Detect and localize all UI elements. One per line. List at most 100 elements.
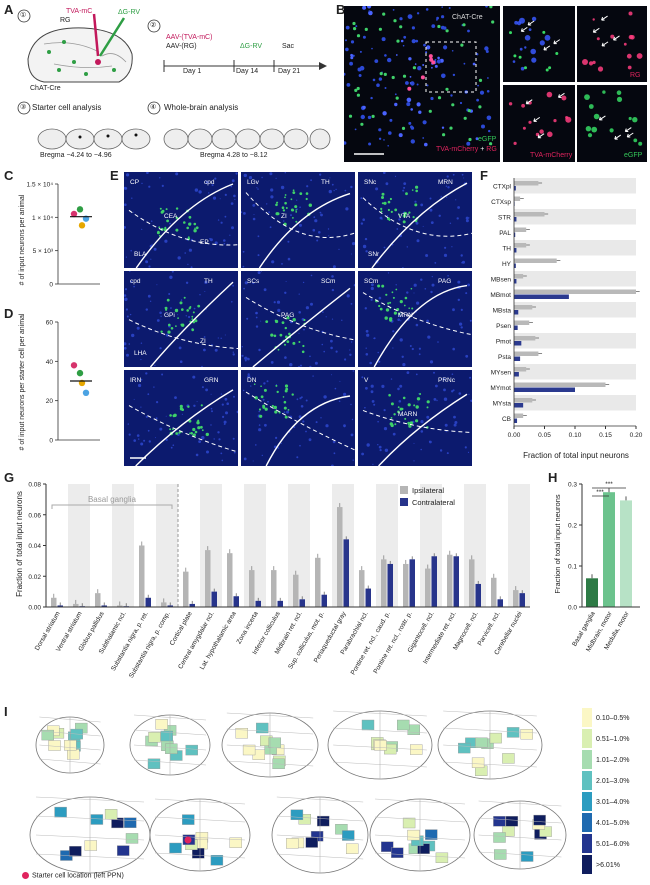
category-label: MBsta xyxy=(493,307,512,314)
step-2: ② xyxy=(150,22,157,29)
region-fill xyxy=(125,833,139,844)
panel-b-sub-merge xyxy=(503,6,575,82)
region-fill xyxy=(471,757,485,768)
legend-label: >6.01% xyxy=(596,862,620,869)
bar-contralateral xyxy=(453,556,459,607)
starter-location-note: Starter cell location (left PPN) xyxy=(22,872,124,879)
region-label: EP xyxy=(200,239,209,246)
atlas-section xyxy=(29,796,151,874)
region-fill xyxy=(165,743,178,754)
region-fill xyxy=(268,737,281,748)
region-fill xyxy=(66,749,80,760)
y-tick-label: 0.04 xyxy=(28,543,41,550)
starter-marker xyxy=(184,836,192,844)
legend-tva: TVA-mCherry + RG xyxy=(436,146,497,153)
y-tick-label: 40 xyxy=(46,359,54,366)
region-fill xyxy=(317,815,330,827)
region-label: DN xyxy=(247,377,257,384)
category-label: Zona incerta xyxy=(236,610,260,645)
mouse-line-label: ChAT-Cre xyxy=(30,85,61,92)
region-fill xyxy=(160,730,174,742)
region-fill xyxy=(182,814,195,825)
bar-contralateral xyxy=(475,583,481,607)
whole-bregma: Bregma 4.28 to −8.12 xyxy=(200,152,268,159)
atlas-section xyxy=(221,712,319,778)
arrow-marker xyxy=(601,15,608,21)
bar-ipsilateral xyxy=(491,577,497,607)
bar-ipsilateral xyxy=(359,570,365,607)
category-label: MBsen xyxy=(491,276,512,283)
panel-f-chart: Fraction of total input neurons CTXpl CTX… xyxy=(490,178,643,460)
bar-contralateral xyxy=(514,403,524,408)
col-band xyxy=(68,484,90,607)
region-fill xyxy=(185,744,198,756)
inj1-label-a: AAV-(TVA-mC) xyxy=(166,34,213,41)
category-label: Cortical plate xyxy=(169,610,194,647)
bar-contralateral xyxy=(514,263,516,268)
bar-ipsilateral xyxy=(293,574,299,607)
bar-ipsilateral xyxy=(514,258,557,263)
day1-label: Day 1 xyxy=(183,68,202,75)
bar-ipsilateral xyxy=(161,602,167,607)
bar-ipsilateral xyxy=(403,563,409,607)
y-tick-label: 0.02 xyxy=(28,574,41,581)
sub-egfp-label: eGFP xyxy=(624,152,643,159)
bar-contralateral xyxy=(299,599,305,607)
panel-c-ylabel: # of input neurons per animal xyxy=(19,194,26,285)
region-boundary xyxy=(265,395,351,466)
histology-tile: IRN GRN xyxy=(124,370,238,466)
legend-label: 0.10–0.5% xyxy=(596,715,629,722)
region-boundary-dashed xyxy=(362,409,472,433)
bar-ipsilateral xyxy=(95,593,101,607)
legend-swatch xyxy=(582,813,592,832)
region-label: GPi xyxy=(164,312,175,319)
atlas-section xyxy=(369,798,471,872)
col-band xyxy=(376,484,398,607)
bar-contralateral xyxy=(189,603,195,607)
x-tick-label: 0.20 xyxy=(630,432,643,439)
bar-ipsilateral xyxy=(337,507,343,607)
basal-ganglia-bracket xyxy=(51,504,173,509)
panel-e-grid: CP cpd CEA BLA EP LGv TH ZI SNc MRN VTA SNr cpd TH GPi… xyxy=(124,172,472,466)
bar-contralateral xyxy=(514,217,517,222)
day14-label: Day 14 xyxy=(236,68,259,75)
y-tick-label: 0.00 xyxy=(28,605,41,612)
legend-swatch xyxy=(582,855,592,874)
bar-ipsilateral xyxy=(514,351,539,356)
bar-ipsilateral xyxy=(514,320,530,325)
region-label: TH xyxy=(321,179,330,186)
histology-tile: DN xyxy=(241,370,355,466)
bar-ipsilateral xyxy=(73,603,79,607)
sig-stars: *** xyxy=(596,489,604,496)
region-fill xyxy=(69,846,82,857)
panel-h-ylabel: Fraction of total input neurons xyxy=(553,494,562,593)
inj1-label-b: AAV-(RG) xyxy=(166,43,197,50)
region-fill xyxy=(417,843,430,854)
bar-ipsilateral xyxy=(117,605,123,607)
region-fill xyxy=(210,855,224,866)
bar-ipsilateral xyxy=(469,559,475,607)
atlas-section xyxy=(437,710,543,780)
legend-egfp: eGFP xyxy=(478,136,497,143)
region-boundary-dashed xyxy=(128,319,238,350)
bar-ipsilateral xyxy=(447,554,453,607)
col-band xyxy=(156,484,178,607)
bar-contralateral xyxy=(321,594,327,607)
region-boundary xyxy=(371,182,468,268)
sac-label: Sac xyxy=(282,43,295,50)
step-4: ④ xyxy=(150,104,157,111)
category-label: MYsta xyxy=(493,400,512,407)
panel-label-b: B xyxy=(336,2,346,17)
region-fill xyxy=(104,809,118,820)
step-3: ③ xyxy=(20,104,27,111)
region-boundary-dashed xyxy=(128,405,238,453)
bar-ipsilateral xyxy=(514,398,533,403)
histology-tile: V PRNc MARN xyxy=(358,370,472,466)
arrow-marker xyxy=(601,41,609,47)
region-label: PRNc xyxy=(438,377,456,384)
bar-ipsilateral xyxy=(514,181,539,186)
region-fill xyxy=(361,719,375,731)
region-fill xyxy=(475,737,488,748)
region-fill xyxy=(533,814,546,826)
atlas-section xyxy=(149,798,251,872)
